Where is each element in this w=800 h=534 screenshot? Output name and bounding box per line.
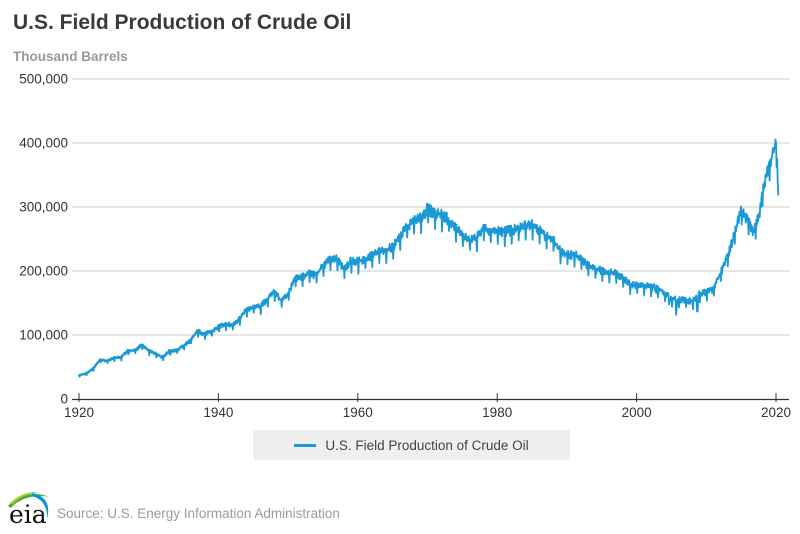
y-tick-label: 100,000 [19, 328, 68, 343]
legend-item-label: U.S. Field Production of Crude Oil [325, 437, 529, 453]
page-title: U.S. Field Production of Crude Oil [13, 11, 352, 34]
y-tick-label: 300,000 [19, 200, 68, 215]
eia-logo-text: eia [9, 500, 47, 529]
legend-item-crude-oil[interactable]: U.S. Field Production of Crude Oil [253, 430, 570, 460]
source-attribution: Source: U.S. Energy Information Administ… [57, 506, 340, 521]
x-tick-label: 2020 [761, 405, 791, 420]
crude-oil-production-line[interactable] [78, 138, 780, 378]
y-tick-label: 500,000 [19, 72, 68, 87]
eia-logo-blue-swoosh-icon [30, 493, 49, 519]
eia-logo-green-swoosh-icon [8, 494, 50, 508]
y-tick-label: 400,000 [19, 136, 68, 151]
x-tick-label: 1920 [64, 405, 94, 420]
y-tick-label: 0 [60, 392, 68, 407]
x-tick-label: 1940 [203, 405, 233, 420]
chart-plot-area[interactable]: 0 100,000 200,000 300,000 400,000 500,000 1920… [0, 0, 800, 480]
x-tick-label: 1980 [482, 405, 512, 420]
x-tick-label: 1960 [343, 405, 373, 420]
eia-logo-lightgreen-swoosh-icon [10, 491, 40, 504]
legend-line-swatch [294, 443, 317, 447]
eia-logo[interactable]: eia [6, 489, 56, 531]
y-tick-label: 200,000 [19, 264, 68, 279]
y-axis-units-label: Thousand Barrels [13, 49, 128, 64]
x-tick-label: 2000 [622, 405, 652, 420]
